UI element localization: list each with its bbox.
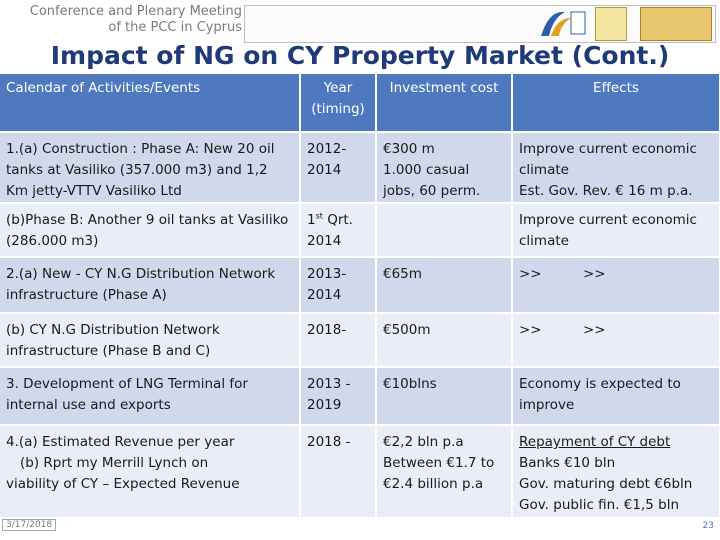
meeting-line-2: of the PCC in Cyprus	[108, 20, 242, 35]
table-row: 3. Development of LNG Terminal for inter…	[0, 366, 720, 425]
header-activities: Calendar of Activities/Events	[0, 72, 301, 132]
table-row: (b) CY N.G Distribution Network infrastr…	[0, 312, 720, 367]
activities-table: Calendar of Activities/Events Year (timi…	[0, 72, 720, 517]
slide-page-number: 23	[702, 521, 714, 531]
header-year: Year (timing)	[300, 72, 377, 132]
activity-cell: 4.(a) Estimated Revenue per year (b) Rprt…	[0, 424, 301, 517]
cost-cell: €65m	[376, 256, 513, 313]
year-cell: 2018 -	[300, 424, 377, 517]
effects-cell: Repayment of CY debt Banks €10 bln Gov. ma…	[512, 424, 720, 517]
effects-cell: >> >>	[512, 312, 720, 367]
year-cell: 2018-	[300, 312, 377, 367]
table-row: 1.(a) Construction : Phase A: New 20 oil…	[0, 131, 720, 203]
cy-presidency-logo	[541, 11, 586, 36]
pcc-badge-logo	[595, 7, 627, 41]
cost-cell: €500m	[376, 312, 513, 367]
meeting-header: Conference and Plenary Meeting of the PC…	[10, 4, 242, 36]
activity-cell: 2.(a) New - CY N.G Distribution Network …	[0, 256, 301, 313]
year-cell: 2013 -2019	[300, 366, 377, 425]
slide-title: Impact of NG on CY Property Market (Cont…	[50, 41, 670, 70]
cyprus-map-logo	[640, 7, 712, 41]
cost-cell: €2,2 bln p.a Between €1.7 to €2.4 billion …	[376, 424, 513, 517]
slide-date: 3/17/2018	[2, 519, 57, 531]
year-cell: 2013- 2014	[300, 256, 377, 313]
effects-cell: Improve current economic climate	[512, 202, 720, 257]
table-header-row: Calendar of Activities/Events Year (timi…	[0, 72, 720, 132]
meeting-line-1: Conference and Plenary Meeting	[29, 4, 242, 19]
header-effects: Effects	[512, 72, 720, 132]
effects-cell: Economy is expected to improve	[512, 366, 720, 425]
year-cell: 1st Qrt. 2014	[300, 202, 377, 257]
activity-cell: (b) CY N.G Distribution Network infrastr…	[0, 312, 301, 367]
cost-cell: €300 m 1.000 casual jobs, 60 perm.	[376, 131, 513, 203]
table-row: 2.(a) New - CY N.G Distribution Network …	[0, 256, 720, 313]
table-row: 4.(a) Estimated Revenue per year (b) Rprt…	[0, 424, 720, 517]
activity-cell: (b)Phase B: Another 9 oil tanks at Vasil…	[0, 202, 301, 257]
cost-cell: €10blns	[376, 366, 513, 425]
year-cell: 2012- 2014	[300, 131, 377, 203]
table-row: (b)Phase B: Another 9 oil tanks at Vasil…	[0, 202, 720, 257]
cost-cell	[376, 202, 513, 257]
header-banner	[244, 5, 716, 43]
activity-cell: 3. Development of LNG Terminal for inter…	[0, 366, 301, 425]
effects-cell: >> >>	[512, 256, 720, 313]
effects-cell: Improve current economic climate Est. Gov…	[512, 131, 720, 203]
activity-cell: 1.(a) Construction : Phase A: New 20 oil…	[0, 131, 301, 203]
header-investment: Investment cost	[376, 72, 513, 132]
